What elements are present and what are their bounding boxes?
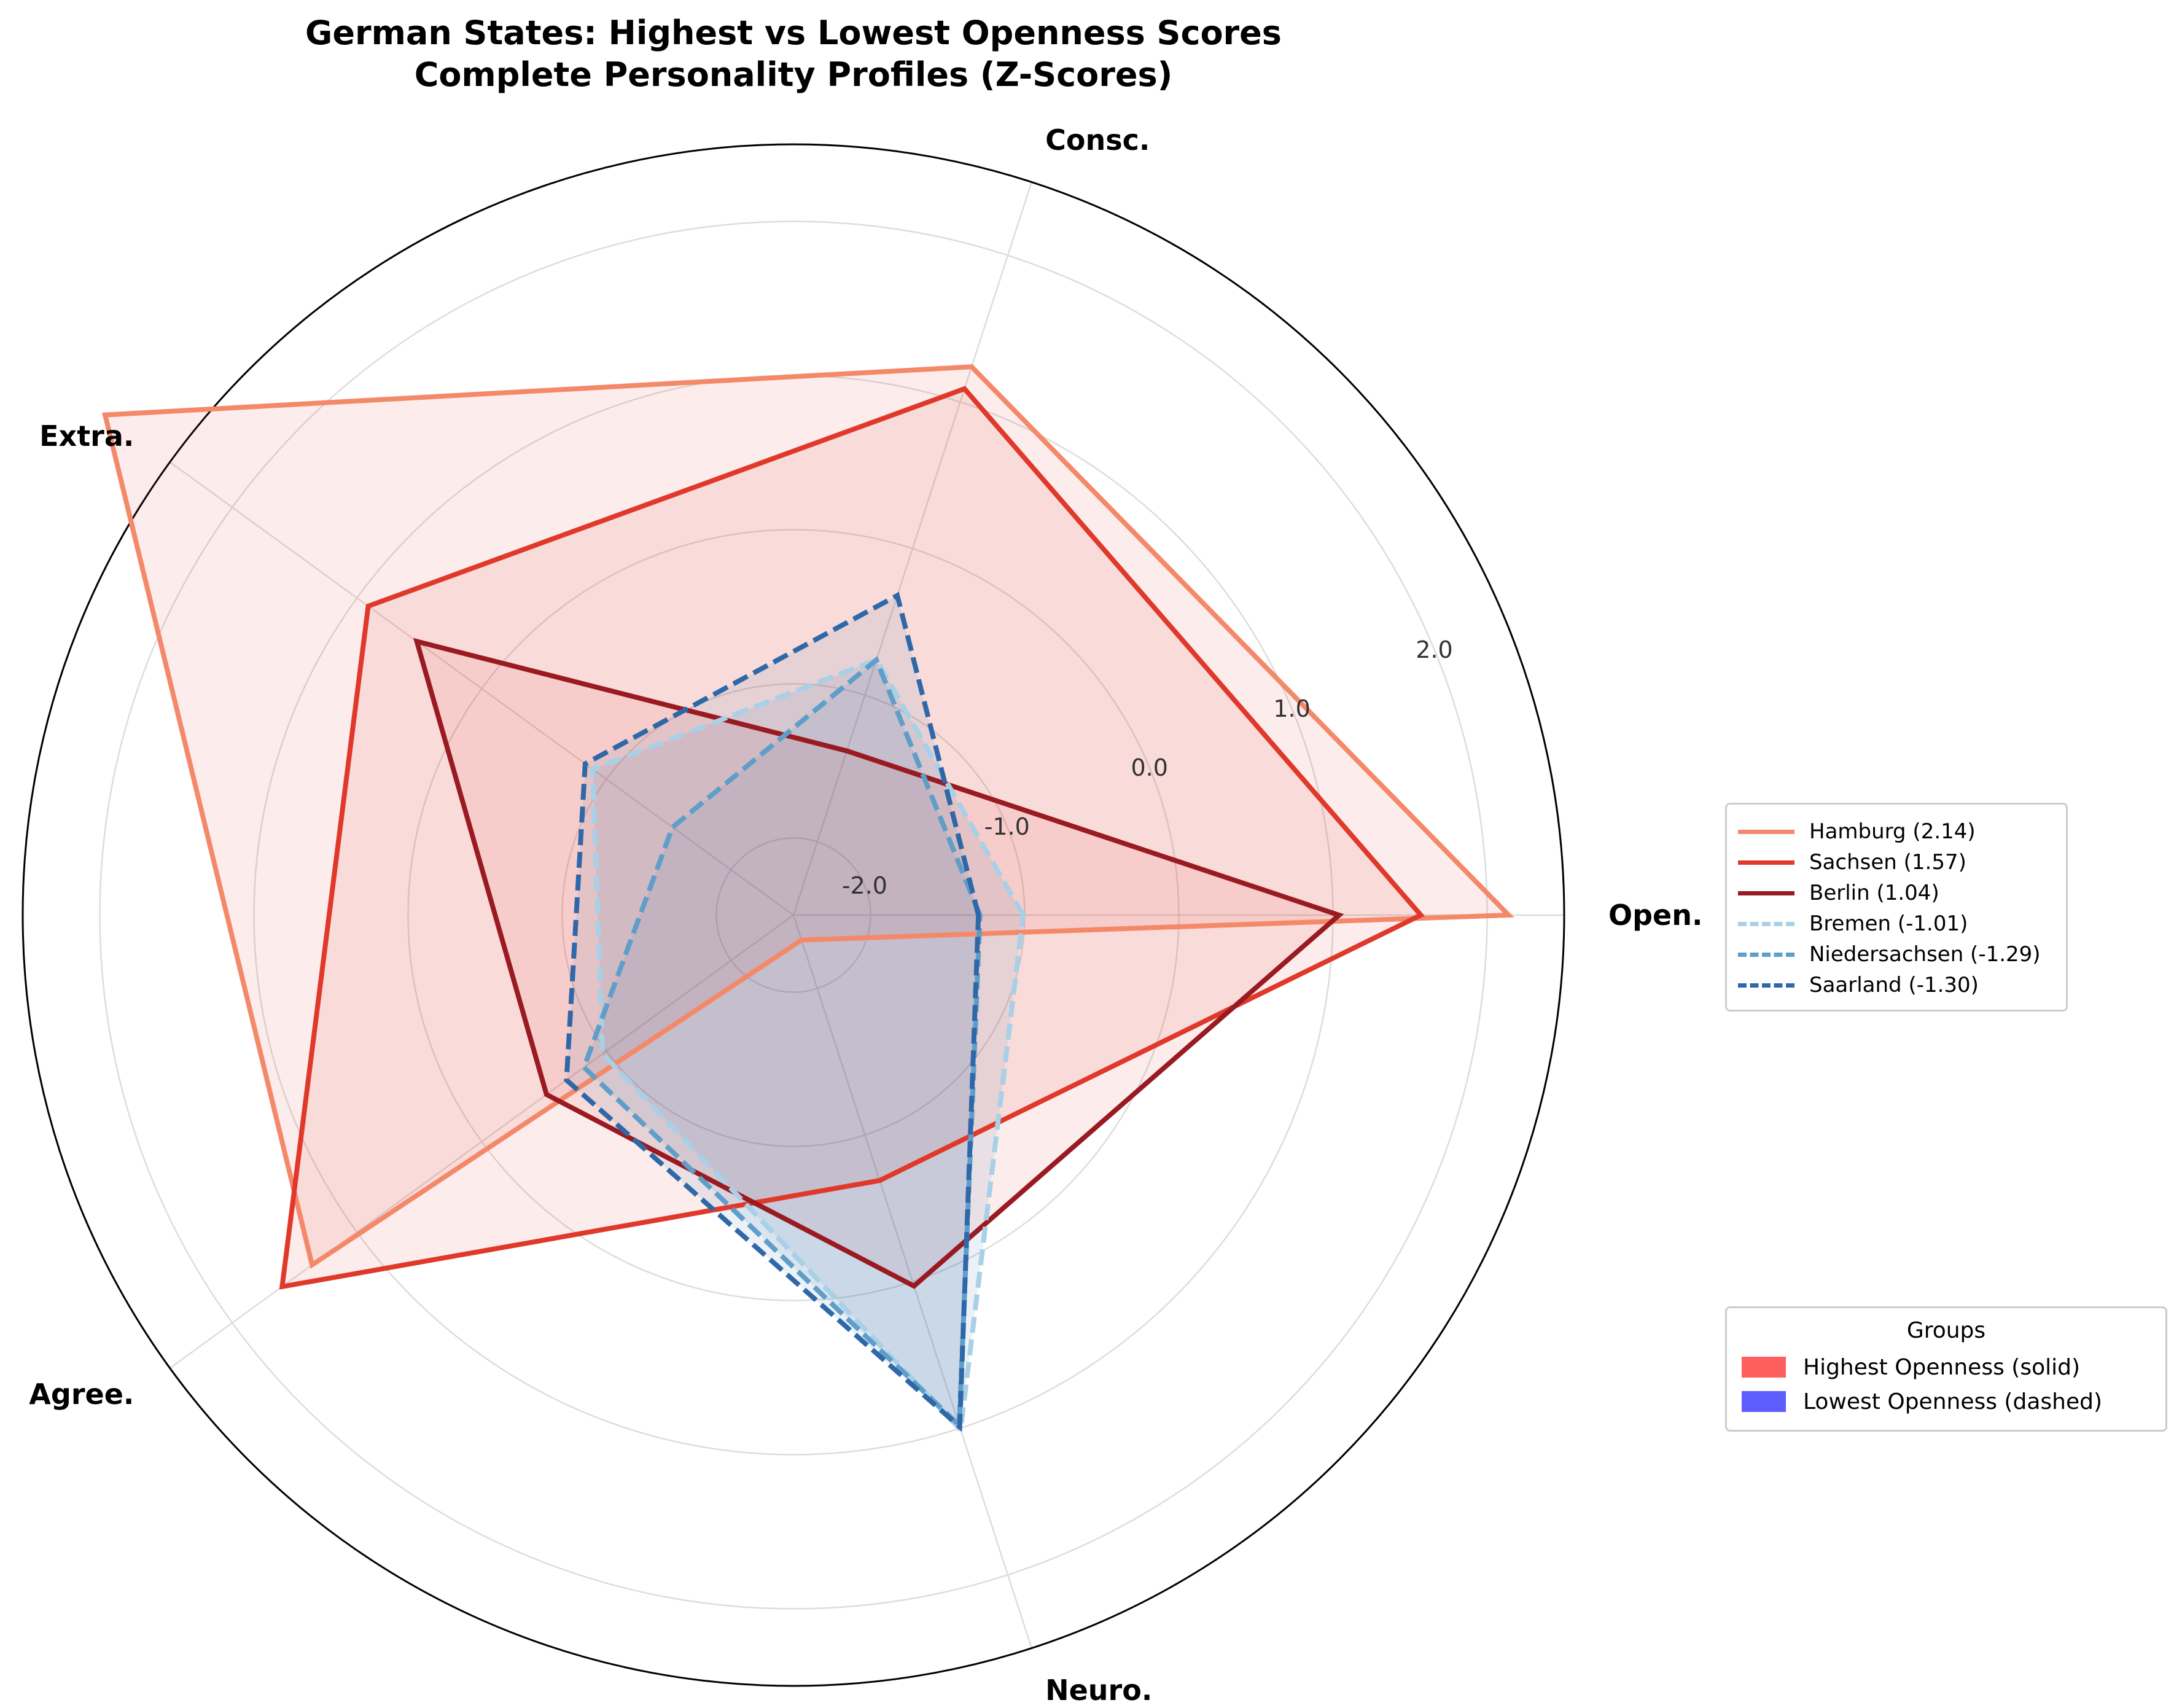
legend-line-swatch <box>1738 983 1794 988</box>
series-line-2 <box>413 638 1344 1289</box>
legend-item: Niedersachsen (-1.29) <box>1727 940 2041 969</box>
radial-tick-labels: -2.0 -1.0 0.0 1.0 2.0 <box>842 636 1453 899</box>
legend-line-swatch <box>1738 829 1794 834</box>
series-fills <box>105 367 1509 1430</box>
legend-label: Sachsen (1.57) <box>1809 850 1966 875</box>
series-legend: Hamburg (2.14) Sachsen (1.57) Berlin (1.04… <box>1725 803 2068 1012</box>
radial-tick-label-3: 1.0 <box>1273 695 1310 722</box>
legend-item: Berlin (1.04) <box>1727 878 1939 908</box>
axis-label-3: Agree. <box>29 1378 134 1411</box>
groups-legend-item: Lowest Openness (dashed) <box>1727 1387 2102 1416</box>
chart-subtitle: Complete Personality Profiles (Z-Scores) <box>415 55 1173 94</box>
radar-grid <box>21 143 1565 1687</box>
series-fill-4 <box>583 660 980 1425</box>
groups-legend-label: Lowest Openness (dashed) <box>1803 1389 2103 1414</box>
radial-tick-label-2: 0.0 <box>1131 754 1167 781</box>
series-line-3 <box>590 657 1026 1435</box>
legend-item: Saarland (-1.30) <box>1727 970 1979 1000</box>
legend-line-swatch <box>1738 921 1794 926</box>
series-fill-0 <box>105 367 1509 1265</box>
series-line-0 <box>102 364 1514 1269</box>
legend-line-swatch <box>1738 891 1794 895</box>
radial-tick-label-1: -1.0 <box>984 813 1030 840</box>
legend-label: Berlin (1.04) <box>1809 881 1939 905</box>
legend-color-patch <box>1742 1391 1786 1412</box>
series-lines <box>102 364 1514 1435</box>
series-line-4 <box>581 656 983 1431</box>
groups-legend-label: Highest Openness (solid) <box>1803 1354 2081 1380</box>
grid-spoke-3 <box>169 914 794 1369</box>
axis-labels: Open. Consc. Extra. Agree. Neuro. <box>29 123 1702 1707</box>
legend-line-swatch <box>1738 952 1794 957</box>
polar-frame <box>21 143 1565 1687</box>
groups-legend-item: Highest Openness (solid) <box>1727 1352 2080 1382</box>
axis-label-2: Extra. <box>39 419 134 453</box>
series-fill-5 <box>566 595 979 1427</box>
axis-label-0: Open. <box>1608 899 1702 932</box>
legend-item: Sachsen (1.57) <box>1727 848 1966 877</box>
legend-label: Bremen (-1.01) <box>1809 911 1968 936</box>
legend-label: Saarland (-1.30) <box>1809 973 1979 997</box>
chart-title: German States: Highest vs Lowest Opennes… <box>305 14 1282 52</box>
legend-label: Niedersachsen (-1.29) <box>1809 942 2041 967</box>
series-fill-3 <box>593 660 1023 1430</box>
legend-item: Bremen (-1.01) <box>1727 909 1968 938</box>
legend-line-swatch <box>1738 860 1794 865</box>
grid-spoke-4 <box>792 914 1033 1648</box>
axis-label-1: Consc. <box>1045 123 1150 157</box>
grid-spoke-1 <box>792 182 1033 916</box>
legend-item: Hamburg (2.14) <box>1727 817 1976 846</box>
groups-legend-title: Groups <box>1906 1318 1986 1343</box>
groups-legend: Groups Highest Openness (solid) Lowest Op… <box>1725 1306 2167 1432</box>
legend-color-patch <box>1742 1357 1786 1378</box>
series-line-5 <box>564 591 981 1432</box>
legend-label: Hamburg (2.14) <box>1809 819 1976 844</box>
radial-tick-label-0: -2.0 <box>842 872 887 899</box>
series-fill-2 <box>416 641 1339 1286</box>
axis-label-4: Neuro. <box>1045 1674 1152 1707</box>
grid-spoke-2 <box>169 461 794 916</box>
radial-tick-label-4: 2.0 <box>1416 636 1452 663</box>
